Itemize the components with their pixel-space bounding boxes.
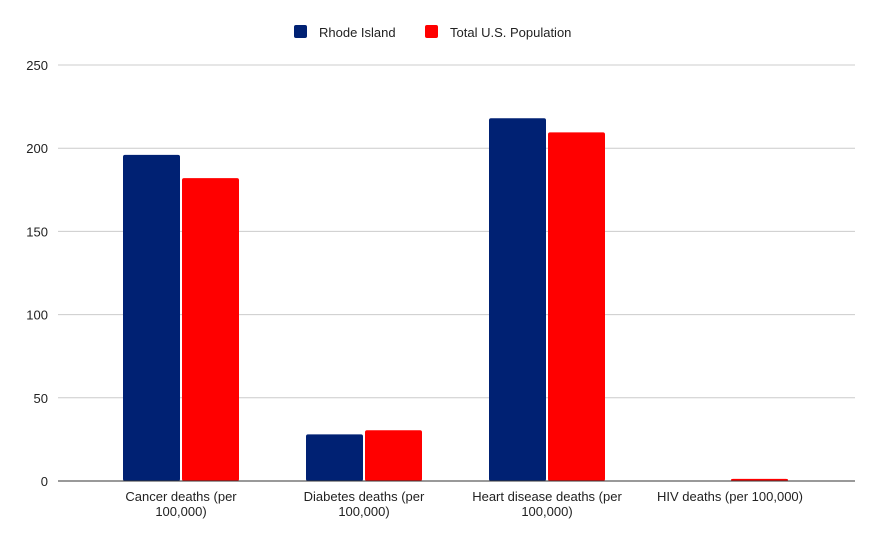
y-tick-label: 200 (26, 141, 48, 156)
y-tick-label: 50 (34, 391, 48, 406)
x-tick-label: 100,000) (155, 504, 206, 519)
bar-rhode-island (123, 154, 180, 481)
bar-rhode-island (306, 434, 363, 481)
y-tick-label: 100 (26, 308, 48, 323)
bar-rhode-island (489, 118, 546, 482)
bar-total-u-s-population (182, 178, 239, 482)
x-tick-label: Diabetes deaths (per (304, 489, 425, 504)
x-tick-label: Cancer deaths (per (125, 489, 237, 504)
bar-total-u-s-population (365, 430, 422, 481)
y-tick-label: 150 (26, 224, 48, 239)
bar-total-u-s-population (548, 132, 605, 481)
legend-swatch (425, 25, 438, 38)
y-tick-label: 0 (41, 474, 48, 489)
x-tick-label: 100,000) (521, 504, 572, 519)
y-tick-label: 250 (26, 58, 48, 73)
x-tick-label: 100,000) (338, 504, 389, 519)
legend-swatch (294, 25, 307, 38)
legend-label: Total U.S. Population (450, 25, 571, 40)
x-tick-label: HIV deaths (per 100,000) (657, 489, 803, 504)
legend-label: Rhode Island (319, 25, 396, 40)
bar-total-u-s-population (731, 478, 788, 481)
x-tick-label: Heart disease deaths (per (472, 489, 622, 504)
